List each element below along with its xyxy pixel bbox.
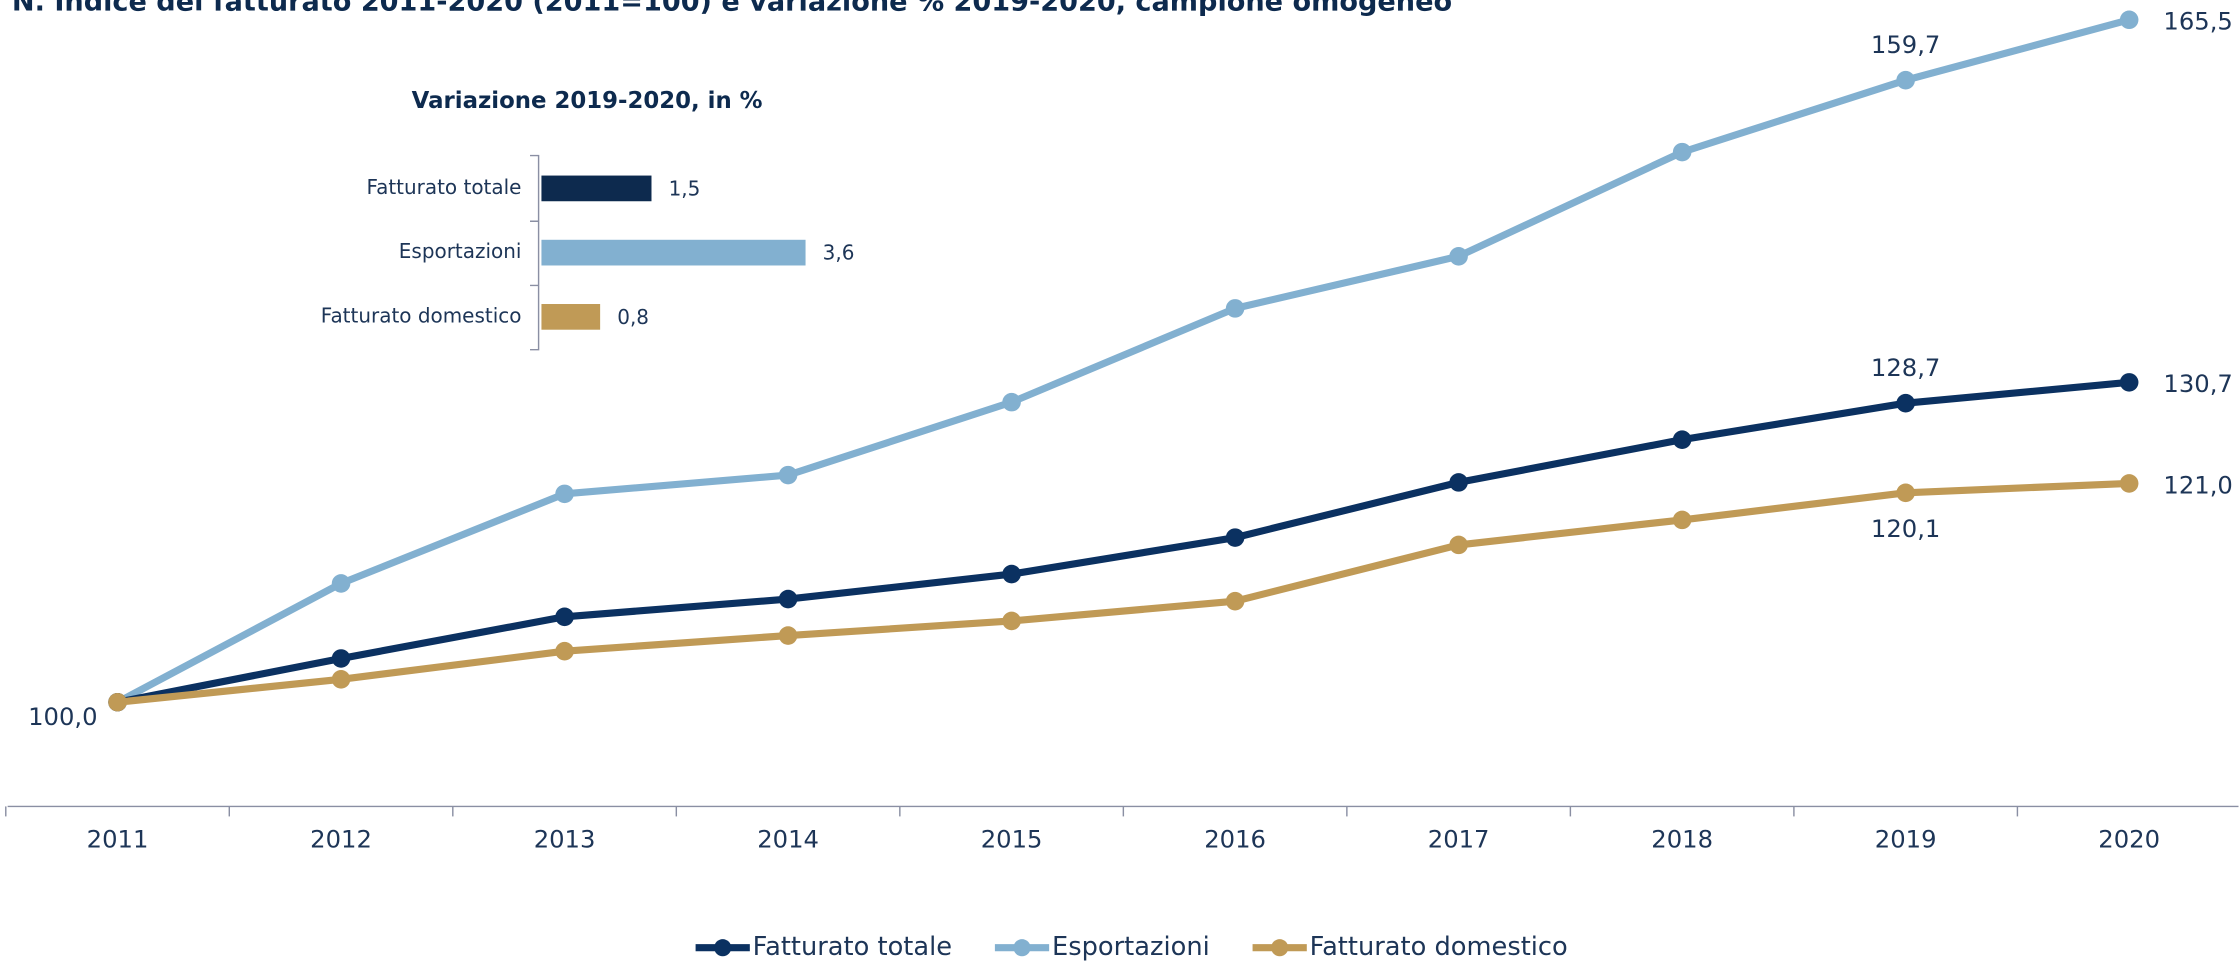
point — [1449, 473, 1468, 492]
series-line — [117, 479, 2130, 706]
x-tick-label: 2020 — [2098, 825, 2160, 854]
data-label: 100,0 — [28, 702, 97, 731]
point — [331, 574, 351, 593]
data-label: 128,7 — [1871, 353, 1940, 382]
inset-value-label: 3,6 — [823, 241, 855, 265]
point — [2119, 10, 2139, 30]
point — [1449, 247, 1468, 266]
legend: Fatturato totale Esportazioni Fatturato do… — [695, 932, 1568, 962]
legend-label: Fatturato totale — [753, 932, 952, 962]
x-tick-label: 2013 — [534, 825, 596, 854]
x-tick-label: 2018 — [1651, 825, 1713, 854]
data-label: 120,1 — [1871, 514, 1940, 543]
inset-category: Fatturato domestico — [321, 303, 522, 327]
point — [1672, 430, 1692, 449]
point — [1002, 611, 1021, 631]
data-label: 121,0 — [2163, 470, 2232, 499]
legend-marker — [714, 939, 732, 957]
inset-value-label: 1,5 — [669, 176, 701, 200]
point — [555, 484, 574, 504]
point — [1225, 591, 1245, 611]
x-tick-label: 2011 — [87, 825, 149, 854]
point — [331, 649, 351, 668]
legend-label: Esportazioni — [1052, 932, 1210, 962]
x-tick-label: 2016 — [1204, 825, 1266, 854]
point — [2119, 474, 2139, 493]
point — [2119, 373, 2139, 392]
series-line — [115, 16, 2131, 706]
inset-bar — [541, 239, 806, 266]
inset-bar — [541, 175, 652, 202]
point — [778, 626, 798, 645]
data-label: 130,7 — [2163, 369, 2232, 398]
point — [331, 670, 351, 689]
inset-bar — [541, 304, 601, 330]
inset-category: Esportazioni — [399, 239, 522, 263]
point — [1896, 483, 1915, 503]
point — [555, 641, 574, 661]
data-label: 159,7 — [1871, 30, 1940, 59]
x-tick-label: 2014 — [757, 825, 819, 854]
x-tick-label: 2019 — [1875, 825, 1937, 854]
point — [1002, 392, 1021, 412]
point — [1225, 299, 1245, 318]
series-line — [116, 378, 2130, 706]
point — [778, 465, 798, 485]
x-tick-label: 2015 — [981, 825, 1043, 854]
inset-title: Variazione 2019-2020, in % — [412, 88, 763, 114]
point — [1896, 393, 1915, 413]
data-label: 165,5 — [2163, 7, 2232, 36]
legend-label: Fatturato domestico — [1310, 932, 1568, 962]
point — [1672, 142, 1692, 162]
legend-marker — [1013, 939, 1031, 957]
point — [108, 692, 127, 712]
point — [1672, 510, 1692, 530]
legend-marker — [1271, 939, 1289, 957]
inset-category: Fatturato totale — [366, 175, 521, 199]
chart-title: N. Indice del fatturato 2011-2020 (2011=… — [12, 0, 1452, 17]
point — [778, 589, 798, 609]
x-tick-label: 2012 — [310, 825, 372, 854]
inset-value-label: 0,8 — [617, 305, 649, 329]
point — [1225, 528, 1245, 547]
point — [1002, 564, 1021, 584]
inset-axis — [530, 154, 540, 351]
point — [1449, 535, 1468, 555]
x-tick-label: 2017 — [1428, 825, 1490, 854]
point — [555, 607, 574, 627]
point — [1896, 70, 1915, 90]
